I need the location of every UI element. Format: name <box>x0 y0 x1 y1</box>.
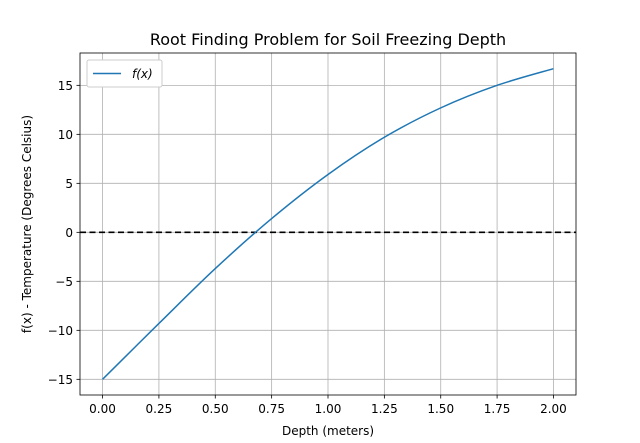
x-axis-ticks: 0.00 0.25 0.50 0.75 1.00 1.25 1.50 1.75 2.00 <box>89 395 567 416</box>
legend-box <box>86 59 163 88</box>
x-tick-label: 0.00 <box>89 402 116 416</box>
x-tick-label: 0.50 <box>202 402 229 416</box>
y-tick-label: −15 <box>48 373 73 387</box>
x-tick-label: 1.75 <box>484 402 511 416</box>
y-axis-label: f(x) - Temperature (Degrees Celsius) <box>20 115 34 333</box>
series-layer <box>102 67 554 380</box>
x-tick-label: 1.50 <box>427 402 454 416</box>
x-tick-label: 0.25 <box>146 402 173 416</box>
y-axis-ticks: −15 −10 −5 0 5 10 15 <box>48 79 80 387</box>
grid <box>80 53 576 395</box>
x-tick-label: 2.00 <box>540 402 567 416</box>
y-tick-label: 5 <box>65 177 73 191</box>
x-tick-label: 0.75 <box>258 402 285 416</box>
legend-label-f-x: f(x) <box>132 67 153 81</box>
x-tick-label: 1.25 <box>371 402 398 416</box>
series-line-f-x <box>102 67 554 380</box>
y-tick-label: −5 <box>55 275 73 289</box>
y-tick-label: −10 <box>48 324 73 338</box>
y-tick-label: 0 <box>65 226 73 240</box>
y-tick-label: 10 <box>58 128 73 142</box>
y-tick-label: 15 <box>58 79 73 93</box>
x-tick-label: 1.00 <box>315 402 342 416</box>
legend: f(x) <box>86 59 163 88</box>
chart-title: Root Finding Problem for Soil Freezing D… <box>150 30 506 49</box>
x-axis-label: Depth (meters) <box>282 424 374 438</box>
